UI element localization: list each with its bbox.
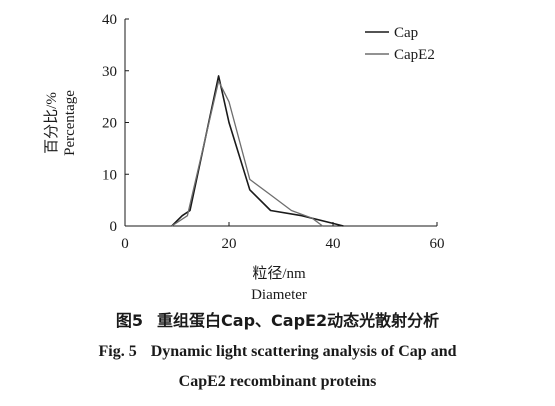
x-axis-label-en: Diameter [251, 287, 307, 303]
y-tick-label: 40 [102, 12, 117, 28]
x-tick-label: 0 [121, 236, 129, 252]
figure-number-en: Fig. 5 [98, 343, 137, 360]
chart-series [171, 75, 344, 227]
chart-legend: Cap CapE2 [365, 25, 435, 63]
figure-number-zh: 图5 [115, 311, 144, 330]
y-tick-label: 10 [102, 167, 117, 183]
series-line-cap [171, 75, 344, 227]
y-axis-label-zh: 百分比/% [43, 92, 60, 154]
y-axis-label-en: Percentage [62, 90, 78, 156]
chart-axes [124, 19, 437, 227]
legend-label-cape2: CapE2 [394, 47, 435, 63]
figure-title-en-line1: Dynamic light scattering analysis of Cap… [150, 343, 457, 360]
x-tick-label: 40 [326, 236, 341, 252]
axis-ticks [124, 18, 438, 227]
figure-title-zh: 重组蛋白Cap、CapE2动态光散射分析 [157, 311, 440, 330]
legend-label-cap: Cap [394, 25, 418, 41]
axis-tick-labels: 0 20 40 60 0 10 20 30 40 [102, 12, 445, 252]
y-tick-label: 0 [110, 219, 118, 235]
y-tick-label: 20 [102, 116, 117, 132]
x-axis-label-zh: 粒径/nm [252, 265, 306, 282]
x-tick-label: 20 [222, 236, 237, 252]
figure-title-en-line2: CapE2 recombinant proteins [178, 373, 377, 390]
x-tick-label: 60 [430, 236, 445, 252]
figure-caption-en-line1: Fig. 5 Dynamic light scattering analysis … [0, 343, 555, 361]
y-tick-label: 30 [102, 64, 117, 80]
figure-caption-en-line2: CapE2 recombinant proteins [0, 373, 555, 391]
series-line-cape2 [171, 80, 323, 227]
figure-caption-zh: 图5 重组蛋白Cap、CapE2动态光散射分析 [0, 307, 555, 331]
